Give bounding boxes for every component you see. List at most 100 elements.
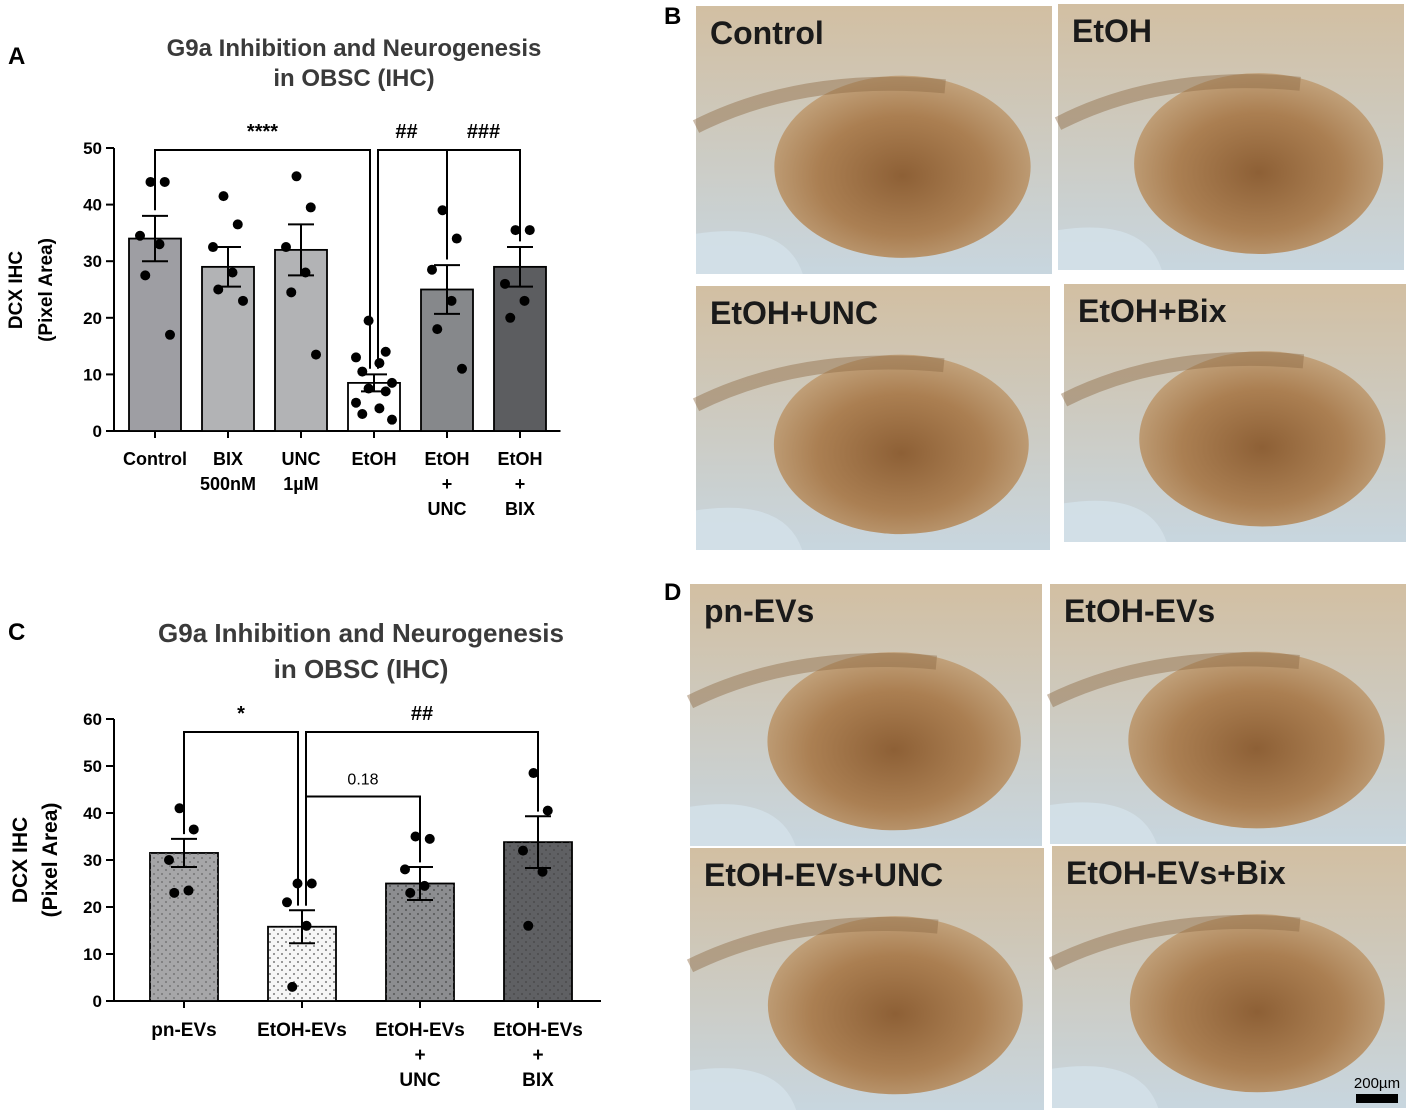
data-point: [232, 219, 243, 230]
tissue-band: [1048, 915, 1301, 971]
y-axis-label: DCX IHC: [6, 251, 27, 329]
category-label: +: [515, 474, 526, 494]
data-point: [519, 295, 530, 306]
category-label: pn-EVs: [151, 1020, 216, 1041]
data-point: [154, 239, 165, 250]
category-label: EtOH-EVs: [493, 1020, 583, 1041]
micrograph: EtOH: [1054, 4, 1404, 270]
bar: [493, 265, 547, 432]
chart-title: in OBSC (IHC): [273, 65, 434, 92]
y-tick-label: 0: [93, 422, 102, 441]
category-label: UNC: [399, 1070, 440, 1091]
data-point: [281, 242, 291, 253]
micrograph-label: EtOH+Bix: [1078, 293, 1227, 329]
data-point: [446, 295, 457, 306]
y-axis-label: DCX IHC: [9, 817, 32, 903]
micrographs-b: Control EtOH EtOH+UNC EtOH+Bix: [692, 4, 1406, 550]
y-tick-label: 30: [83, 252, 102, 271]
chart-title: G9a Inhibition and Neurogenesis: [167, 35, 542, 62]
significance-label: ###: [467, 121, 500, 143]
y-tick-label: 40: [83, 196, 102, 215]
category-label: 500nM: [200, 474, 256, 494]
data-point: [387, 377, 397, 388]
y-tick-label: 10: [83, 365, 102, 384]
data-point: [380, 386, 391, 397]
micrograph-label: EtOH+UNC: [710, 295, 878, 331]
data-point: [218, 191, 229, 202]
data-point: [208, 242, 218, 253]
panel-letter-a: A: [8, 43, 25, 70]
micrograph: EtOH+UNC: [692, 286, 1050, 550]
data-point: [380, 346, 391, 357]
significance-bracket: [305, 795, 421, 906]
micrograph-label: EtOH-EVs: [1064, 593, 1215, 629]
chart-title: in OBSC (IHC): [274, 654, 449, 684]
data-point: [174, 803, 185, 814]
micrograph-label: Control: [710, 15, 824, 51]
data-point: [145, 176, 156, 187]
data-point: [300, 267, 311, 278]
category-label: UNC: [428, 499, 467, 519]
data-point: [528, 768, 539, 779]
tissue-band: [686, 917, 939, 973]
data-point: [542, 805, 553, 816]
tissue-lobe: [1134, 73, 1384, 255]
background-gap: [1052, 1066, 1159, 1108]
tissue-band: [1046, 652, 1300, 708]
data-point: [286, 287, 297, 298]
category-label: BIX: [213, 449, 243, 469]
data-point: [374, 358, 385, 369]
data-point: [405, 887, 416, 898]
data-point: [505, 312, 516, 323]
data-point: [424, 833, 435, 844]
scale-bar-label: 200µm: [1354, 1075, 1400, 1092]
bar-pattern: [150, 852, 218, 1001]
scale-bar: [1356, 1094, 1398, 1103]
background-gap: [696, 507, 803, 550]
data-point: [305, 202, 316, 213]
data-point: [357, 366, 368, 377]
micrograph: EtOH-EVs+UNC: [686, 848, 1044, 1110]
data-point: [400, 864, 410, 875]
data-point: [159, 176, 170, 187]
data-point: [500, 278, 510, 289]
panel-letter-c: C: [8, 619, 25, 646]
micrograph: EtOH-EVs+Bix: [1048, 846, 1406, 1108]
micrograph: pn-EVs: [686, 584, 1042, 846]
data-point: [518, 845, 528, 856]
data-point: [165, 329, 175, 340]
data-point: [164, 855, 174, 865]
data-point: [410, 831, 421, 842]
data-point: [282, 897, 292, 908]
background-gap: [1058, 227, 1162, 270]
micrograph-label: EtOH: [1072, 13, 1152, 49]
micrograph: EtOH-EVs: [1046, 584, 1406, 844]
data-point: [227, 267, 238, 278]
data-point: [188, 824, 199, 835]
data-point: [140, 270, 151, 281]
tissue-band: [686, 653, 938, 709]
tissue-lobe: [767, 916, 1023, 1095]
data-point: [524, 225, 535, 236]
tissue-lobe: [767, 652, 1021, 831]
background-gap: [1050, 802, 1157, 844]
data-point: [306, 878, 317, 889]
micrograph: EtOH+Bix: [1060, 284, 1406, 542]
tissue-lobe: [1139, 351, 1386, 527]
background-gap: [1064, 500, 1167, 542]
data-point: [374, 403, 385, 414]
data-point: [457, 363, 467, 374]
y-tick-label: 0: [93, 992, 102, 1011]
panel-letter-b: B: [664, 3, 681, 30]
category-label: 1µM: [283, 474, 318, 494]
y-tick-label: 30: [83, 851, 102, 870]
y-tick-label: 50: [83, 139, 102, 158]
data-point: [523, 920, 534, 931]
tissue-lobe: [1129, 914, 1385, 1093]
category-label: EtOH: [352, 449, 397, 469]
micrograph-label: pn-EVs: [704, 593, 814, 629]
data-point: [301, 920, 312, 931]
significance-label: 0.18: [347, 772, 378, 789]
y-axis-label: (Pixel Area): [36, 238, 57, 342]
